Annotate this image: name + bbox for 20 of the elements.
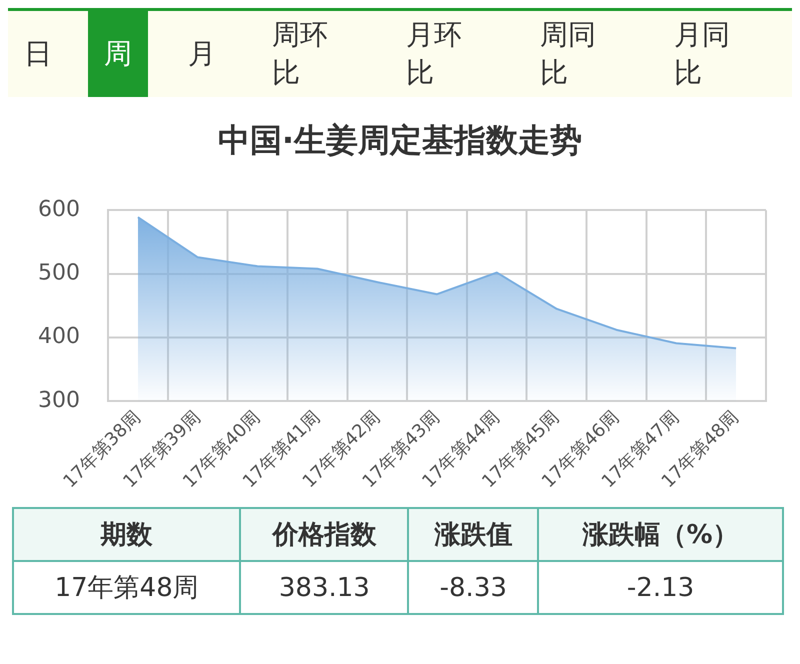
text: 期数: [13, 508, 240, 561]
text: -8.33: [408, 561, 538, 614]
text: 17年第48周: [13, 561, 240, 614]
y-tick-label: 600: [38, 196, 80, 222]
y-tick-label: 500: [38, 260, 80, 286]
text: -2.13: [538, 561, 783, 614]
text: 月环比: [405, 17, 463, 91]
text: 涨跌幅（%）: [538, 508, 783, 561]
text: 日: [23, 36, 53, 72]
text: 383.13: [240, 561, 408, 614]
text: 周: [88, 11, 148, 97]
text: 周同比: [539, 17, 597, 91]
text: 价格指数: [240, 508, 408, 561]
chart-title: 中国·生姜周定基指数走势: [216, 120, 584, 161]
text: 涨跌值: [408, 508, 538, 561]
text: 周环比: [271, 17, 329, 91]
y-tick-label: 300: [38, 388, 80, 413]
y-tick-label: 400: [38, 324, 80, 350]
text: 月同比: [673, 17, 731, 91]
text: 月: [187, 36, 217, 72]
